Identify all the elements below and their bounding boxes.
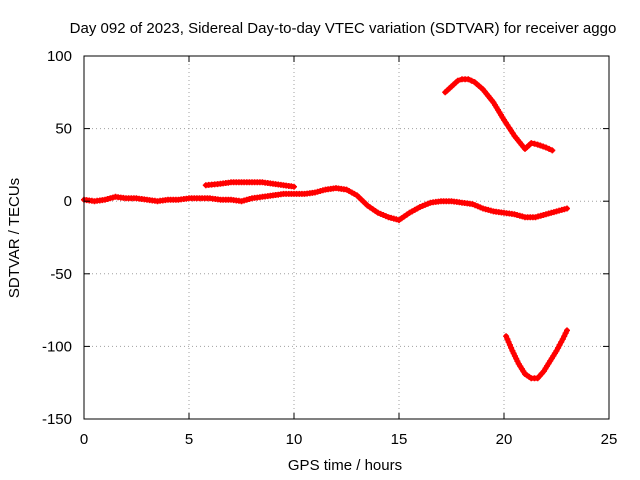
data-point: [468, 77, 475, 84]
data-point: [465, 76, 472, 83]
data-point: [543, 144, 549, 151]
data-point: [531, 140, 538, 147]
y-tick-label: 100: [47, 48, 72, 65]
series-high-arc: [442, 76, 556, 154]
data-point: [564, 327, 570, 334]
data-point: [534, 141, 541, 148]
data-point: [564, 205, 570, 212]
x-tick-label: 15: [391, 431, 408, 448]
data-point: [454, 77, 461, 84]
series-trace: [81, 185, 570, 223]
x-tick-label: 5: [185, 431, 193, 448]
tick-marks: [83, 55, 610, 420]
y-tick-label: -100: [42, 338, 72, 355]
series-upper-arc: [202, 179, 297, 190]
data-point: [549, 147, 556, 154]
data-point: [537, 142, 544, 149]
x-tick-label: 0: [80, 431, 88, 448]
plot-frame: [83, 55, 610, 420]
y-axis-label: SDTVAR / TECUs: [6, 178, 23, 298]
data-point: [504, 336, 511, 343]
y-tick-label: -150: [42, 411, 72, 428]
y-tick-label: -50: [50, 266, 72, 283]
chart-title: Day 092 of 2023, Sidereal Day-to-day VTE…: [70, 20, 617, 37]
data-series: [81, 76, 570, 382]
x-tick-label: 20: [496, 431, 513, 448]
data-point: [506, 341, 513, 348]
x-axis-label: GPS time / hours: [288, 457, 402, 474]
grid: [84, 56, 609, 419]
y-tick-label: 50: [55, 121, 72, 138]
y-tick-label: 0: [64, 193, 72, 210]
series-low-dip: [503, 327, 570, 382]
data-point: [540, 143, 547, 150]
data-point: [546, 145, 553, 152]
data-point: [291, 183, 297, 190]
x-tick-label: 25: [601, 431, 618, 448]
series-main-track: [81, 185, 570, 224]
x-tick-labels: 0 5 10 15 20 25: [80, 431, 618, 448]
y-tick-labels: -150 -100 -50 0 50 100: [42, 48, 72, 428]
x-tick-label: 10: [286, 431, 303, 448]
